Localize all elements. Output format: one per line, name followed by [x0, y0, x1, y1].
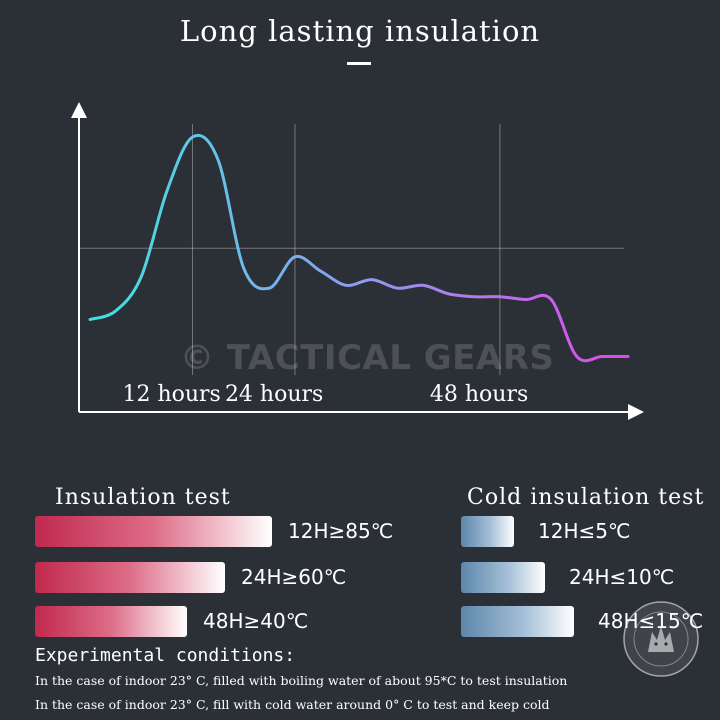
- insulation-bar-3: [35, 606, 187, 637]
- cold-insulation-bar-3: [461, 606, 574, 637]
- title-underline: [347, 62, 371, 65]
- insulation-bar-2: [35, 562, 225, 593]
- series-line: [88, 133, 630, 363]
- insulation-chart: 12 hours 24 hours 48 hours: [71, 102, 644, 420]
- condition-line-1: In the case of indoor 23° C, filled with…: [35, 673, 568, 688]
- cold-insulation-bar-label-3: 48H≤15℃: [598, 609, 703, 633]
- cold-insulation-test-title: Cold insulation test: [467, 485, 705, 510]
- insulation-bar-label-1: 12H≥85℃: [288, 519, 394, 543]
- tick-label-2: 24 hours: [225, 382, 323, 407]
- wolf-badge-icon: [623, 601, 699, 677]
- tick-label-1: 12 hours: [122, 382, 220, 407]
- cold-insulation-bar-2: [461, 562, 545, 593]
- insulation-bar-label-2: 24H≥60℃: [241, 565, 347, 589]
- insulation-bar-1: [35, 516, 272, 547]
- condition-line-2: In the case of indoor 23° C, fill with c…: [35, 697, 550, 712]
- cold-insulation-bar-label-1: 12H≤5℃: [538, 519, 631, 543]
- cold-insulation-bar-label-2: 24H≤10℃: [569, 565, 675, 589]
- cold-insulation-bar-1: [461, 516, 514, 547]
- tick-label-3: 48 hours: [430, 382, 528, 407]
- insulation-bar-label-3: 48H≥40℃: [203, 609, 309, 633]
- watermark: © TACTICAL GEARS: [180, 338, 555, 378]
- conditions-title: Experimental conditions:: [35, 645, 296, 666]
- page-title: Long lasting insulation: [179, 14, 541, 48]
- insulation-test-title: Insulation test: [55, 485, 231, 510]
